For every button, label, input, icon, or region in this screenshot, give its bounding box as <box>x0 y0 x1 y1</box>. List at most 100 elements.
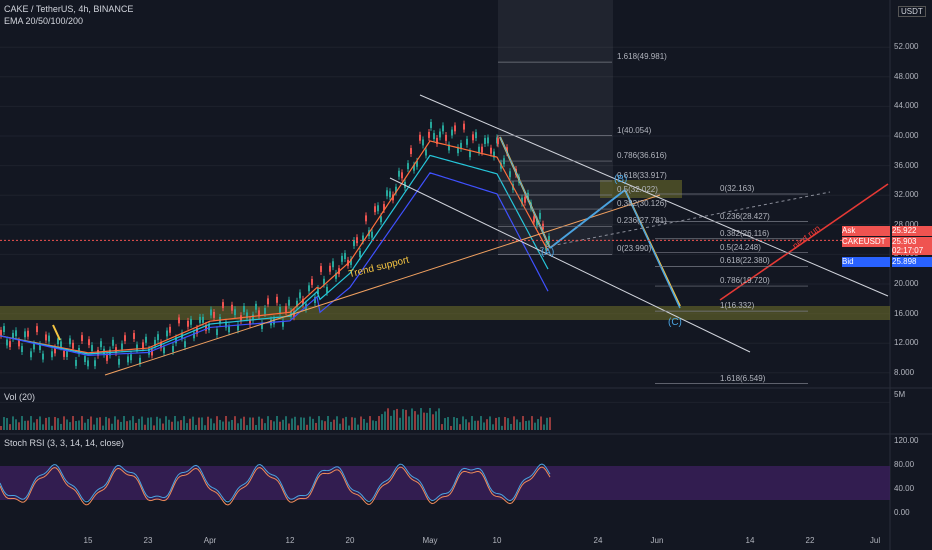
time-tick: Jun <box>650 536 664 545</box>
candle-body <box>166 330 168 337</box>
volume-bar <box>231 419 233 430</box>
candle-body <box>308 285 310 292</box>
candle-body <box>380 216 382 223</box>
candle-body <box>326 286 328 293</box>
candle-body <box>493 151 495 158</box>
volume-bar <box>72 416 74 430</box>
volume-bar <box>396 408 398 430</box>
volume-bar <box>501 425 503 430</box>
candle-body <box>439 131 441 138</box>
volume-bar <box>546 417 548 430</box>
candle-body <box>386 190 388 197</box>
volume-bar <box>201 417 203 430</box>
volume-bar <box>474 420 476 430</box>
fib-level-label: 0.5(32.022) <box>617 185 658 195</box>
volume-bar <box>192 416 194 430</box>
fib-level-2-label: 0.5(24.248) <box>720 242 761 252</box>
volume-bar <box>21 416 23 430</box>
candle-body <box>445 134 447 141</box>
price-tick: 16.000 <box>894 308 919 318</box>
candle-body <box>157 334 159 341</box>
volume-bar <box>276 416 278 430</box>
price-tick: 28.000 <box>894 219 919 229</box>
candle-body <box>279 306 281 313</box>
volume-bar <box>507 418 509 430</box>
volume-bar <box>477 420 479 430</box>
candle-body <box>184 341 186 348</box>
candle-body <box>151 349 153 356</box>
time-tick: 10 <box>492 536 502 545</box>
volume-bar <box>114 416 116 430</box>
price-tick: 12.000 <box>894 338 919 348</box>
volume-bar <box>537 419 539 430</box>
volume-bar <box>351 417 353 430</box>
volume-bar <box>390 415 392 430</box>
volume-bar <box>150 417 152 430</box>
rsi-tick: 80.00 <box>894 460 915 469</box>
symbol-label: CAKEUSDT <box>842 237 890 247</box>
volume-bar <box>282 419 284 430</box>
volume-bar <box>381 414 383 430</box>
candle-body <box>133 333 135 339</box>
volume-bar <box>24 420 26 430</box>
volume-bar <box>384 411 386 430</box>
volume-bar <box>252 417 254 430</box>
volume-bar <box>144 424 146 430</box>
candle-body <box>320 266 322 272</box>
volume-bar <box>429 408 431 430</box>
volume-bar <box>540 416 542 430</box>
candle-body <box>451 129 453 136</box>
volume-bar <box>75 420 77 430</box>
volume-bar <box>333 419 335 430</box>
candle-body <box>228 326 230 333</box>
fib-level-label: 0.236(27.781) <box>617 216 667 226</box>
candle-body <box>425 149 427 156</box>
currency-badge[interactable]: USDT <box>898 6 926 17</box>
volume-bar <box>483 422 485 430</box>
candle-body <box>296 300 298 307</box>
candle-body <box>463 123 465 130</box>
last-price: 25.903 02:17:07 <box>892 237 932 255</box>
candle-body <box>344 253 346 260</box>
volume-bar <box>423 412 425 430</box>
time-tick: 12 <box>285 536 295 545</box>
candle-body <box>24 331 26 338</box>
candle-body <box>410 148 412 155</box>
time-tick: 15 <box>83 536 93 545</box>
candle-body <box>290 310 292 317</box>
volume-bar <box>255 424 257 430</box>
volume-bar <box>327 416 329 430</box>
candle-body <box>419 134 421 141</box>
candle-body <box>273 318 275 325</box>
candle-body <box>359 250 361 257</box>
volume-bar <box>48 417 50 430</box>
chart-title: CAKE / TetherUS, 4h, BINANCE <box>4 4 134 14</box>
rsi-tick: 120.00 <box>894 436 919 445</box>
volume-bar <box>78 420 80 430</box>
candle-body <box>202 316 204 323</box>
candle-body <box>311 278 313 285</box>
candle-body <box>45 334 47 341</box>
candle-body <box>500 162 502 169</box>
fib-level-label: 1.618(49.981) <box>617 52 667 62</box>
volume-bar <box>51 425 53 430</box>
candle-body <box>335 272 337 279</box>
candle-body <box>413 164 415 171</box>
volume-bar <box>180 420 182 430</box>
volume-bar <box>159 418 161 430</box>
rsi-tick: 40.00 <box>894 484 915 493</box>
volume-bar <box>243 416 245 430</box>
volume-bar <box>168 419 170 430</box>
candle-body <box>136 344 138 351</box>
candle-body <box>252 314 254 321</box>
volume-bar <box>3 417 5 430</box>
volume-bar <box>378 416 380 430</box>
volume-bar <box>294 416 296 430</box>
trend-support-line <box>104 194 661 376</box>
volume-bar <box>534 422 536 430</box>
candle-body <box>533 216 535 223</box>
ema-100-line <box>0 172 549 356</box>
volume-bar <box>453 417 455 430</box>
